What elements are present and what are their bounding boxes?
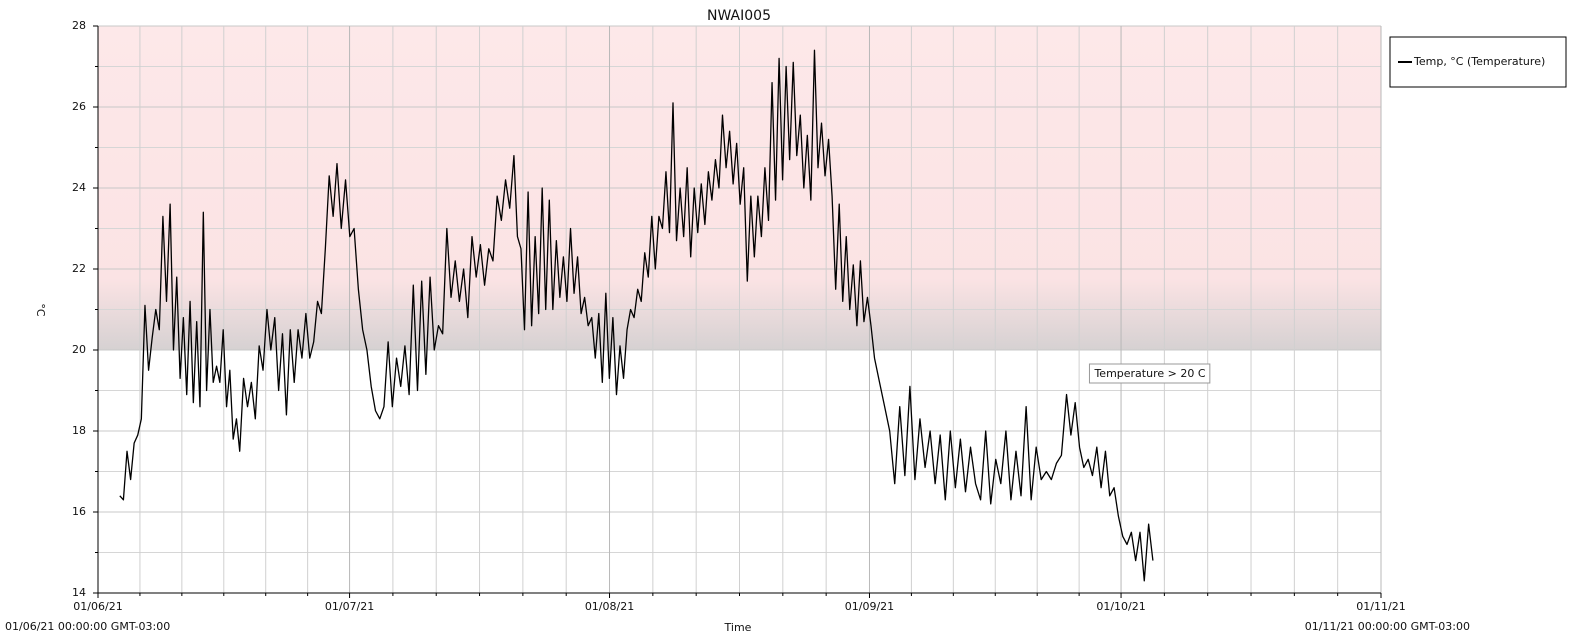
chart-title: NWAI005 bbox=[707, 8, 771, 24]
x-tick-label: 01/11/21 bbox=[1356, 600, 1405, 613]
x-axis-label: Time bbox=[724, 621, 752, 634]
start-label: 01/06/21 00:00:00 GMT-03:00 bbox=[5, 620, 170, 633]
x-tick-label: 01/07/21 bbox=[325, 600, 374, 613]
band-label: Temperature > 20 C bbox=[1093, 367, 1205, 380]
y-tick-label: 18 bbox=[72, 424, 86, 437]
y-tick-label: 28 bbox=[72, 19, 86, 32]
x-tick-label: 01/08/21 bbox=[585, 600, 634, 613]
end-label: 01/11/21 00:00:00 GMT-03:00 bbox=[1305, 620, 1470, 633]
legend-label: Temp, °C (Temperature) bbox=[1413, 55, 1545, 68]
x-tick-label: 01/09/21 bbox=[845, 600, 894, 613]
band-label-box bbox=[1088, 363, 1211, 384]
y-tick-label: 16 bbox=[72, 505, 86, 518]
y-axis-label: °C bbox=[34, 303, 47, 317]
y-tick-label: 14 bbox=[72, 586, 86, 599]
y-tick-label: 26 bbox=[72, 100, 86, 113]
legend: Temp, °C (Temperature) bbox=[1389, 36, 1567, 88]
x-tick-label: 01/06/21 bbox=[73, 600, 122, 613]
x-tick-label: 01/10/21 bbox=[1096, 600, 1145, 613]
legend-box bbox=[1389, 36, 1567, 88]
y-tick-label: 22 bbox=[72, 262, 86, 275]
y-tick-label: 20 bbox=[72, 343, 86, 356]
series-line bbox=[119, 49, 1154, 582]
y-tick-label: 24 bbox=[72, 181, 86, 194]
